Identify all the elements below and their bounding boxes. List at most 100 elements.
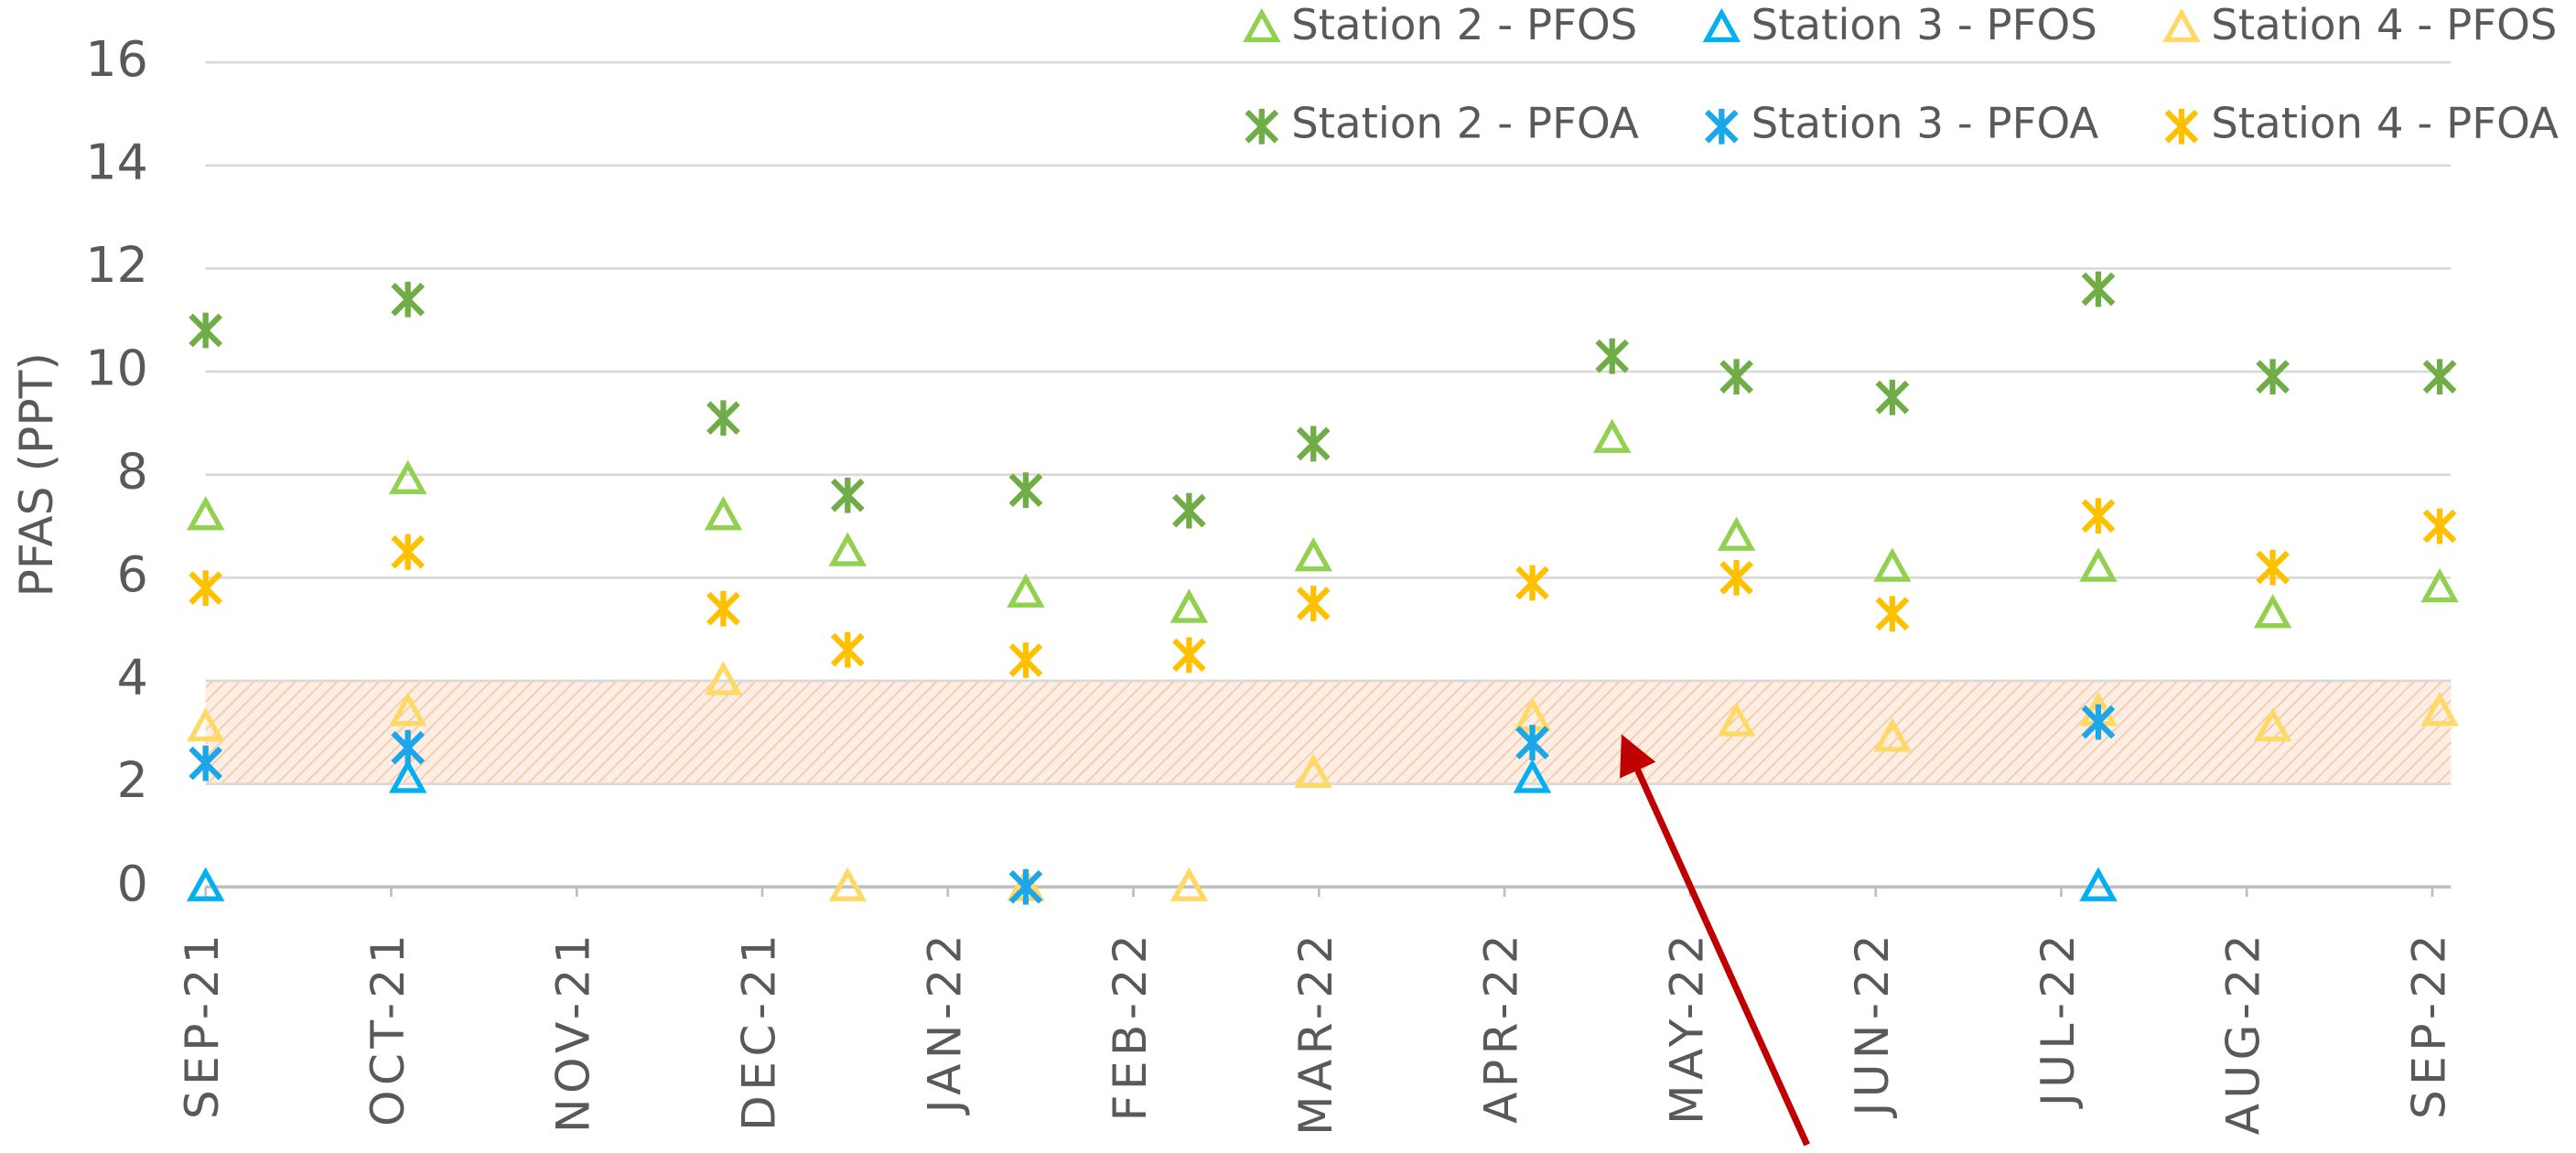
legend-label: Station 4 - PFOA — [2211, 100, 2559, 149]
star-marker — [1875, 596, 1910, 632]
star-marker — [1296, 586, 1331, 621]
triangle-marker — [1007, 573, 1045, 608]
star-marker — [189, 570, 223, 606]
star-marker — [189, 745, 223, 781]
triangle-marker — [2253, 594, 2292, 629]
triangle-marker — [2079, 547, 2118, 582]
star-marker — [2081, 498, 2116, 534]
star-marker — [1875, 379, 1910, 415]
x-tick-label: JUL-22 — [2031, 930, 2085, 1109]
triangle-marker — [1169, 588, 1209, 623]
triangle-marker — [1702, 7, 1741, 43]
legend-label: Station 2 - PFOS — [1291, 1, 1637, 50]
star-marker — [1719, 359, 1753, 395]
triangle-marker — [704, 661, 743, 695]
legend-item: Station 3 - PFOS — [1702, 1, 2097, 50]
grid-layer: 0 2 4 6 8 10 12 14 16 SEP-21 OCT-21 NOV-21 DEC-21 JAN… — [85, 30, 2455, 1136]
x-tick-label: DEC-21 — [732, 930, 786, 1131]
star-marker — [391, 533, 426, 570]
star-marker — [2081, 704, 2116, 740]
star-marker — [1704, 108, 1739, 145]
star-marker — [1515, 725, 1549, 760]
legend-item: Station 4 - PFOS — [2162, 1, 2557, 50]
star-marker — [2256, 549, 2290, 586]
star-marker — [2422, 508, 2457, 544]
triangle-marker — [2079, 867, 2118, 901]
triangle-marker — [388, 459, 427, 494]
x-tick-label: NOV-21 — [546, 930, 600, 1133]
triangle-marker — [828, 532, 868, 566]
legend-item: Station 2 - PFOA — [1245, 100, 1639, 149]
y-tick-label: 6 — [117, 545, 148, 603]
star-marker — [391, 281, 426, 318]
triangle-marker — [186, 496, 225, 531]
triangle-marker — [2420, 567, 2459, 603]
triangle-marker — [1592, 418, 1632, 453]
triangle-marker — [1294, 753, 1332, 788]
triangle-marker — [1513, 759, 1552, 793]
triangle-marker — [704, 496, 743, 531]
triangle-marker — [2253, 706, 2292, 742]
x-tick-label: MAR-22 — [1288, 930, 1342, 1136]
arrow — [1620, 734, 1810, 1147]
x-tick-label: OCT-21 — [361, 930, 415, 1126]
star-marker — [1008, 868, 1043, 905]
legend-label: Station 3 - PFOA — [1751, 100, 2099, 149]
star-marker — [189, 312, 223, 349]
star-marker — [2164, 108, 2199, 145]
triangle-marker — [1873, 547, 1912, 582]
triangle-marker — [2420, 692, 2459, 727]
star-marker — [1008, 642, 1043, 678]
triangle-marker — [186, 706, 225, 742]
y-tick-label: 2 — [117, 751, 148, 809]
triangle-marker — [2162, 7, 2201, 43]
legend-item: Station 3 - PFOA — [1704, 100, 2099, 149]
star-marker — [1296, 426, 1331, 462]
y-tick-label: 12 — [85, 236, 148, 294]
star-marker — [830, 631, 865, 668]
x-tick-label: JAN-22 — [917, 930, 971, 1115]
legend-item: Station 4 - PFOA — [2164, 100, 2559, 149]
triangle-marker — [388, 759, 427, 793]
y-tick-label: 8 — [117, 442, 148, 500]
triangle-marker — [1717, 702, 1756, 737]
legend-label: Station 4 - PFOS — [2211, 1, 2557, 50]
star-marker — [1172, 492, 1206, 529]
star-marker — [2256, 359, 2290, 395]
legend-label: Station 2 - PFOA — [1291, 100, 1639, 149]
star-marker — [1008, 472, 1043, 508]
triangle-marker — [1243, 7, 1281, 43]
legend-item: Station 2 - PFOS — [1243, 1, 1637, 50]
star-marker — [1719, 559, 1753, 596]
y-tick-label: 4 — [117, 649, 148, 706]
star-marker — [830, 477, 865, 513]
marks-layer — [186, 271, 2459, 905]
y-axis-title: PFAS (PPT) — [9, 352, 63, 597]
band-layer — [205, 680, 2452, 784]
x-tick-label: AUG-22 — [2216, 930, 2270, 1135]
star-marker — [2081, 271, 2116, 307]
star-marker — [1595, 338, 1630, 374]
star-marker — [1245, 108, 1279, 145]
star-marker — [2422, 359, 2457, 395]
shaded-range — [205, 680, 2452, 784]
triangle-marker — [186, 867, 225, 901]
x-tick-label: APR-22 — [1474, 930, 1528, 1124]
star-marker — [706, 590, 740, 627]
x-tick-label: MAY-22 — [1659, 930, 1713, 1125]
triangle-marker — [828, 867, 868, 901]
star-marker — [391, 729, 426, 766]
y-tick-label: 10 — [85, 339, 148, 397]
legend-label: Station 3 - PFOS — [1751, 1, 2097, 50]
x-tick-label: FEB-22 — [1103, 930, 1157, 1122]
triangle-marker — [1169, 867, 1209, 901]
triangle-marker — [388, 692, 427, 727]
y-tick-label: 16 — [85, 30, 148, 88]
x-tick-label: SEP-22 — [2401, 930, 2455, 1119]
triangle-marker — [1873, 717, 1912, 752]
y-tick-label: 14 — [85, 133, 148, 190]
x-tick-label: JUN-22 — [1845, 930, 1899, 1119]
triangle-marker — [1294, 537, 1332, 572]
